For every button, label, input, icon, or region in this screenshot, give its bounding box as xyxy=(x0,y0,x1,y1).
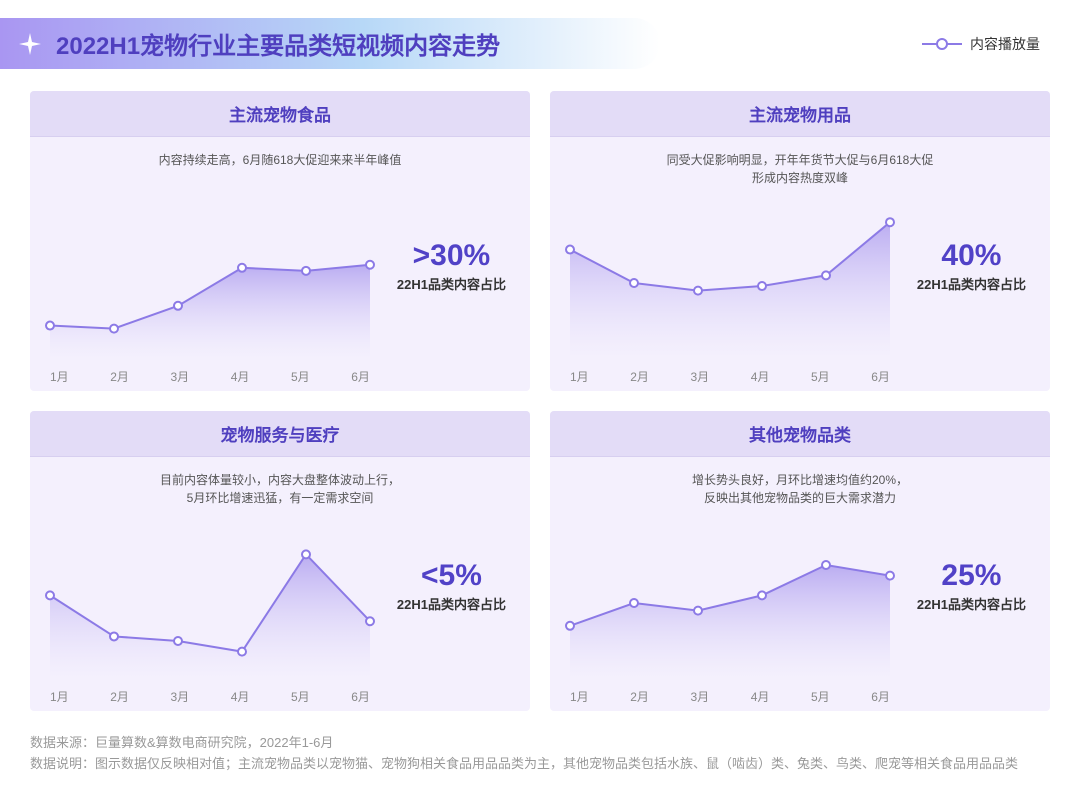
chart-markers xyxy=(570,527,890,679)
x-tick-label: 5月 xyxy=(291,368,310,385)
page-header: 2022H1宠物行业主要品类短视频内容走势 内容播放量 xyxy=(0,0,1080,87)
metric-value: >30% xyxy=(397,239,506,272)
chart-area xyxy=(50,527,370,679)
x-tick-label: 4月 xyxy=(231,368,250,385)
x-tick-label: 4月 xyxy=(751,688,770,705)
metric-label: 22H1品类内容占比 xyxy=(917,594,1026,613)
metric-block: <5% 22H1品类内容占比 xyxy=(397,559,506,613)
legend-marker xyxy=(922,43,962,45)
card-body: 同受大促影响明显，开年年货节大促与6月618大促 形成内容热度双峰 1月 2月 3月 4… xyxy=(550,137,1050,391)
x-tick-label: 2月 xyxy=(630,688,649,705)
x-axis: 1月 2月 3月 4月 5月 6月 xyxy=(50,368,370,385)
x-tick-label: 3月 xyxy=(691,688,710,705)
x-tick-label: 1月 xyxy=(50,688,69,705)
x-axis: 1月 2月 3月 4月 5月 6月 xyxy=(570,688,890,705)
card-title: 其他宠物品类 xyxy=(550,411,1050,457)
metric-block: 40% 22H1品类内容占比 xyxy=(917,239,1026,293)
x-tick-label: 1月 xyxy=(50,368,69,385)
x-tick-label: 5月 xyxy=(291,688,310,705)
card-subtitle: 增长势头良好，月环比增速均值约20%， 反映出其他宠物品类的巨大需求潜力 xyxy=(550,457,1050,511)
card-subtitle: 同受大促影响明显，开年年货节大促与6月618大促 形成内容热度双峰 xyxy=(550,137,1050,191)
legend: 内容播放量 xyxy=(922,34,1040,54)
x-tick-label: 1月 xyxy=(570,688,589,705)
metric-block: >30% 22H1品类内容占比 xyxy=(397,239,506,293)
x-tick-label: 5月 xyxy=(811,368,830,385)
chart-card: 主流宠物用品同受大促影响明显，开年年货节大促与6月618大促 形成内容热度双峰 1… xyxy=(550,91,1050,391)
footer-notes: 数据来源：巨量算数&算数电商研究院，2022年1-6月 数据说明：图示数据仅反映… xyxy=(0,721,1080,775)
footer-explain: 数据说明：图示数据仅反映相对值；主流宠物品类以宠物猫、宠物狗相关食品用品品类为主… xyxy=(30,754,1050,775)
chart-area xyxy=(570,527,890,679)
x-tick-label: 4月 xyxy=(231,688,250,705)
x-tick-label: 3月 xyxy=(171,688,190,705)
card-title: 宠物服务与医疗 xyxy=(30,411,530,457)
card-subtitle: 目前内容体量较小，内容大盘整体波动上行， 5月环比增速迅猛，有一定需求空间 xyxy=(30,457,530,511)
chart-grid: 主流宠物食品内容持续走高，6月随618大促迎来来半年峰值 1月 2月 3月 4月 5月 6月… xyxy=(0,87,1080,721)
metric-label: 22H1品类内容占比 xyxy=(917,274,1026,293)
x-tick-label: 3月 xyxy=(691,368,710,385)
card-body: 内容持续走高，6月随618大促迎来来半年峰值 1月 2月 3月 4月 5月 6月 >30% 22… xyxy=(30,137,530,391)
page-title: 2022H1宠物行业主要品类短视频内容走势 xyxy=(56,26,500,61)
metric-value: 25% xyxy=(917,559,1026,592)
x-tick-label: 1月 xyxy=(570,368,589,385)
x-tick-label: 2月 xyxy=(110,368,129,385)
x-tick-label: 4月 xyxy=(751,368,770,385)
card-body: 目前内容体量较小，内容大盘整体波动上行， 5月环比增速迅猛，有一定需求空间 1月 2… xyxy=(30,457,530,711)
x-tick-label: 6月 xyxy=(871,688,890,705)
metric-label: 22H1品类内容占比 xyxy=(397,274,506,293)
chart-card: 其他宠物品类增长势头良好，月环比增速均值约20%， 反映出其他宠物品类的巨大需求… xyxy=(550,411,1050,711)
card-subtitle: 内容持续走高，6月随618大促迎来来半年峰值 xyxy=(30,137,530,173)
legend-label: 内容播放量 xyxy=(970,34,1040,54)
x-tick-label: 2月 xyxy=(110,688,129,705)
footer-source: 数据来源：巨量算数&算数电商研究院，2022年1-6月 xyxy=(30,733,1050,754)
chart-area xyxy=(570,207,890,359)
x-axis: 1月 2月 3月 4月 5月 6月 xyxy=(50,688,370,705)
title-bar: 2022H1宠物行业主要品类短视频内容走势 xyxy=(0,18,660,69)
sparkle-icon xyxy=(18,32,42,56)
x-tick-label: 2月 xyxy=(630,368,649,385)
chart-markers xyxy=(570,207,890,359)
metric-label: 22H1品类内容占比 xyxy=(397,594,506,613)
chart-markers xyxy=(50,207,370,359)
chart-markers xyxy=(50,527,370,679)
x-tick-label: 6月 xyxy=(351,688,370,705)
x-tick-label: 5月 xyxy=(811,688,830,705)
chart-card: 宠物服务与医疗目前内容体量较小，内容大盘整体波动上行， 5月环比增速迅猛，有一定… xyxy=(30,411,530,711)
chart-area xyxy=(50,207,370,359)
card-title: 主流宠物用品 xyxy=(550,91,1050,137)
x-axis: 1月 2月 3月 4月 5月 6月 xyxy=(570,368,890,385)
x-tick-label: 3月 xyxy=(171,368,190,385)
x-tick-label: 6月 xyxy=(871,368,890,385)
card-title: 主流宠物食品 xyxy=(30,91,530,137)
card-body: 增长势头良好，月环比增速均值约20%， 反映出其他宠物品类的巨大需求潜力 1月 2月… xyxy=(550,457,1050,711)
chart-card: 主流宠物食品内容持续走高，6月随618大促迎来来半年峰值 1月 2月 3月 4月 5月 6月… xyxy=(30,91,530,391)
metric-value: 40% xyxy=(917,239,1026,272)
metric-value: <5% xyxy=(397,559,506,592)
x-tick-label: 6月 xyxy=(351,368,370,385)
metric-block: 25% 22H1品类内容占比 xyxy=(917,559,1026,613)
